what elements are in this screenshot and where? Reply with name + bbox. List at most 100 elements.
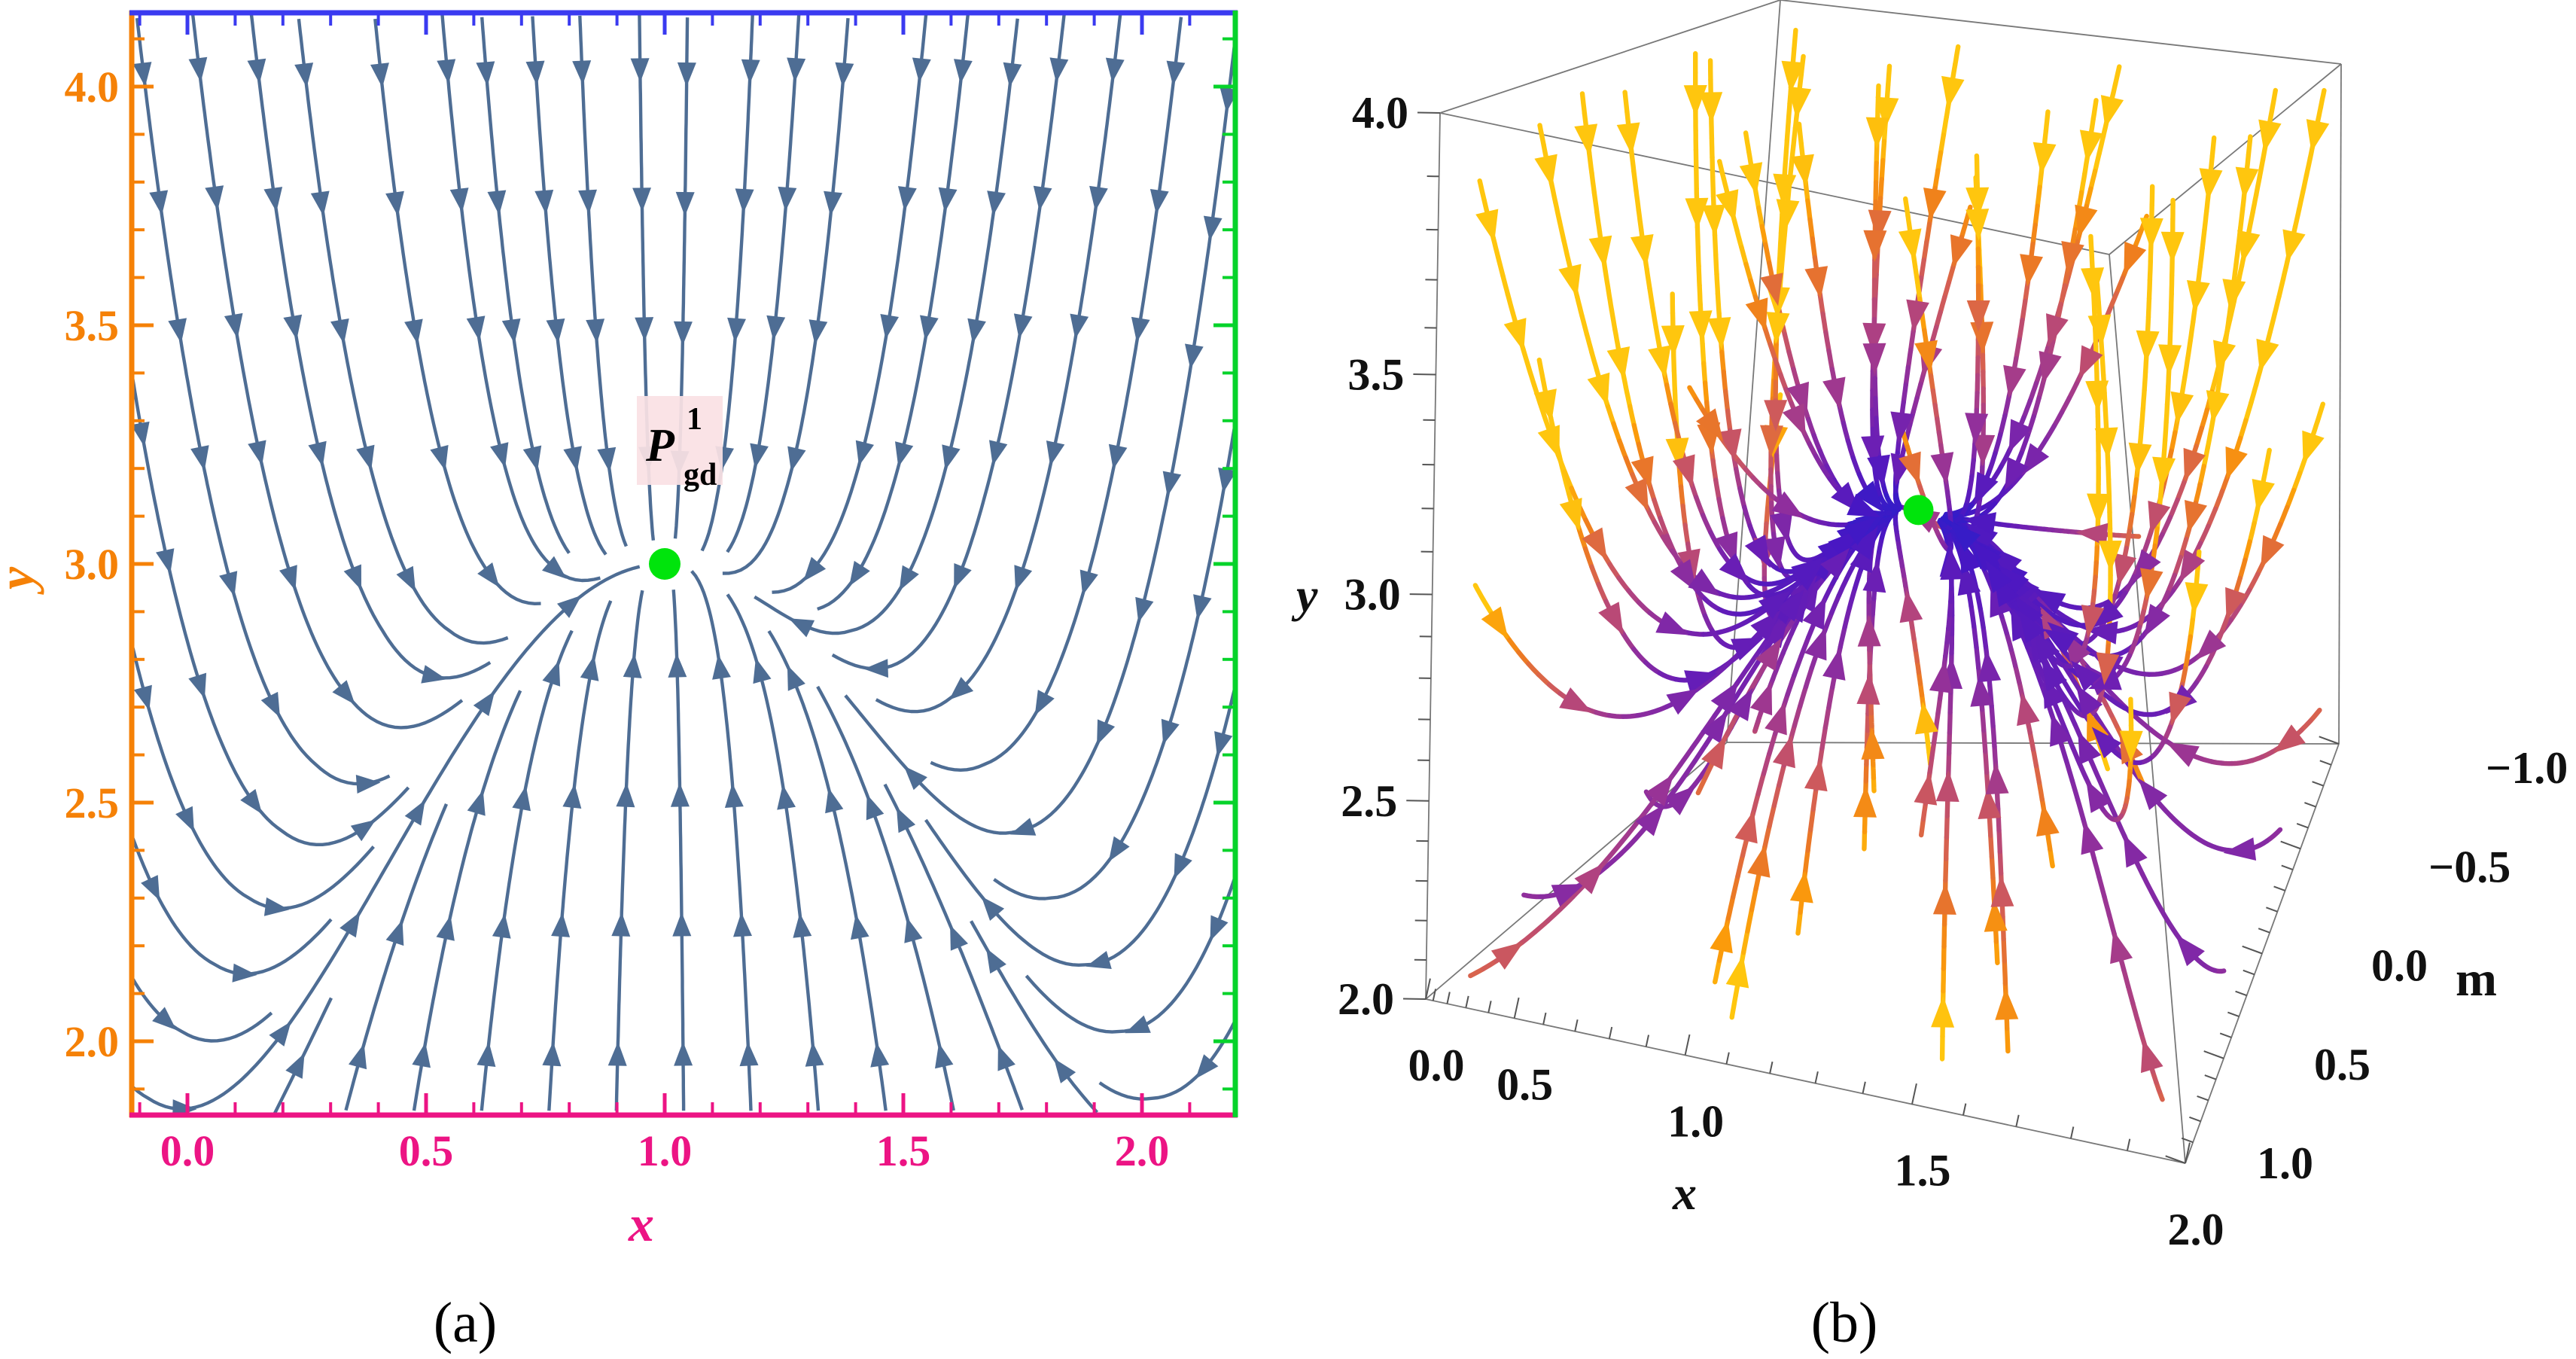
y-tick-label: 3.0 (65, 540, 120, 589)
streamline-3d (1873, 395, 1879, 421)
flow-arrowhead-3d-icon (2081, 821, 2104, 855)
flow-arrowhead-3d-icon (2152, 456, 2176, 489)
x-tick-3d (1432, 989, 1437, 1001)
streamline-3d (1694, 495, 1706, 518)
flow-arrowhead-3d-icon (1616, 122, 1640, 155)
streamline-3d (2019, 432, 2030, 456)
streamline-3d (2169, 430, 2178, 454)
streamline-3d (2194, 664, 2209, 685)
x-axis-label-3d: x (1672, 1166, 1697, 1220)
flow-arrowhead-3d-icon (1749, 681, 1773, 716)
streamline-3d (2030, 222, 2038, 247)
flow-arrowhead-3d-icon (1710, 919, 1733, 954)
streamline-3d (1731, 594, 1752, 601)
streamline-3d (1746, 591, 1768, 600)
streamline-3d (2134, 1016, 2144, 1036)
streamline-3d (1650, 305, 1658, 330)
flow-arrowhead-3d-icon (1862, 559, 1886, 593)
x-tick-3d (1513, 997, 1520, 1019)
flow-arrowhead-3d-icon (1978, 649, 2002, 683)
flow-arrowhead-3d-icon (2213, 340, 2236, 373)
m-tick-label-3d: −0.5 (2428, 842, 2511, 891)
flow-arrowhead-3d-icon (1635, 804, 1665, 836)
streamline-3d (1746, 648, 1762, 670)
flow-arrowhead-icon (1219, 87, 1234, 113)
streamline-3d (2285, 487, 2297, 510)
flow-arrowhead-icon (950, 925, 968, 951)
streamline-3d (2139, 871, 2154, 894)
streamline-3d (2164, 383, 2171, 407)
flow-arrowhead-3d-icon (2256, 338, 2279, 373)
flow-arrowhead-3d-icon (1862, 343, 1886, 375)
flow-arrowhead-icon (989, 440, 1008, 466)
m-tick-label-3d: −1.0 (2486, 743, 2568, 793)
streamline-3d (2027, 730, 2036, 752)
streamline-3d (1713, 477, 1722, 502)
streamline-3d (1971, 441, 1978, 463)
streamline-3d (2051, 614, 2072, 626)
flow-arrowhead-3d-icon (1744, 535, 1771, 568)
streamline-3d (1709, 136, 1715, 160)
m-tick-3d (2319, 736, 2340, 745)
streamline-3d (1967, 474, 1975, 494)
flow-arrowhead-icon (1089, 185, 1108, 212)
streamline (930, 17, 1183, 772)
streamline-3d (2079, 171, 2087, 195)
flow-arrowhead-icon (898, 186, 917, 212)
flow-arrowhead-3d-icon (2075, 204, 2098, 239)
streamline-3d (1792, 654, 1804, 678)
streamline-3d (2315, 105, 2324, 126)
flow-arrowhead-3d-icon (2018, 610, 2046, 644)
flow-arrowhead-3d-icon (1770, 510, 1793, 544)
flow-arrowhead-3d-icon (1985, 560, 2013, 593)
flow-arrowhead-icon (674, 1041, 693, 1066)
streamline-3d (1762, 326, 1773, 347)
streamline-3d (1886, 63, 1892, 87)
x-tick-3d (1542, 1012, 1547, 1025)
streamline-3d (1806, 416, 1816, 438)
flow-arrowhead-icon (190, 445, 209, 471)
flow-arrowhead-icon (343, 564, 361, 590)
x-tick-3d (2185, 1142, 2191, 1164)
box-edge (1425, 112, 1441, 1000)
streamline-3d (1734, 228, 1744, 250)
flow-arrowhead-3d-icon (2086, 779, 2112, 813)
streamline-3d (1770, 516, 1777, 537)
streamline-3d (1941, 516, 1953, 527)
flow-arrowhead-icon (473, 690, 495, 717)
streamline-3d (1649, 704, 1670, 715)
streamline-3d (1607, 839, 1624, 859)
streamline-3d (1768, 342, 1778, 362)
flow-arrowhead-3d-icon (1490, 942, 1524, 970)
flow-arrowhead-3d-icon (1984, 899, 2008, 932)
streamline-3d (2203, 647, 2217, 669)
streamline-3d (1974, 390, 1980, 413)
streamline-3d (1990, 464, 2004, 484)
streamline-3d (2157, 801, 2174, 819)
flow-arrowhead-icon (1054, 1058, 1076, 1083)
streamline-3d (2249, 382, 2259, 405)
flow-arrowhead-icon (421, 665, 447, 684)
flow-arrowhead-icon (586, 318, 605, 344)
flow-arrowhead-icon (803, 556, 827, 582)
streamline-3d (2075, 797, 2086, 822)
streamline-3d (2199, 407, 2209, 431)
streamline-3d (1468, 966, 1486, 979)
flow-arrowhead-icon (308, 440, 327, 467)
streamline-3d (2108, 690, 2124, 705)
box-edge (2338, 63, 2342, 745)
flow-arrowhead-3d-icon (1789, 870, 1813, 903)
streamline-3d (2292, 207, 2302, 230)
streamline-3d (1798, 684, 1809, 708)
streamline-3d (2051, 410, 2065, 429)
flow-arrowhead-icon (542, 556, 567, 579)
x-tick-3d (2015, 1114, 2020, 1127)
streamline-3d (1798, 635, 1811, 659)
streamline-3d (1716, 625, 1737, 635)
flow-arrowhead-3d-icon (1533, 389, 1557, 422)
flow-arrowhead-3d-icon (1788, 86, 1812, 120)
streamline-3d (2020, 298, 2028, 323)
streamline-3d (2228, 602, 2243, 623)
streamline-3d (2114, 276, 2125, 296)
streamline-3d (1582, 546, 1594, 569)
